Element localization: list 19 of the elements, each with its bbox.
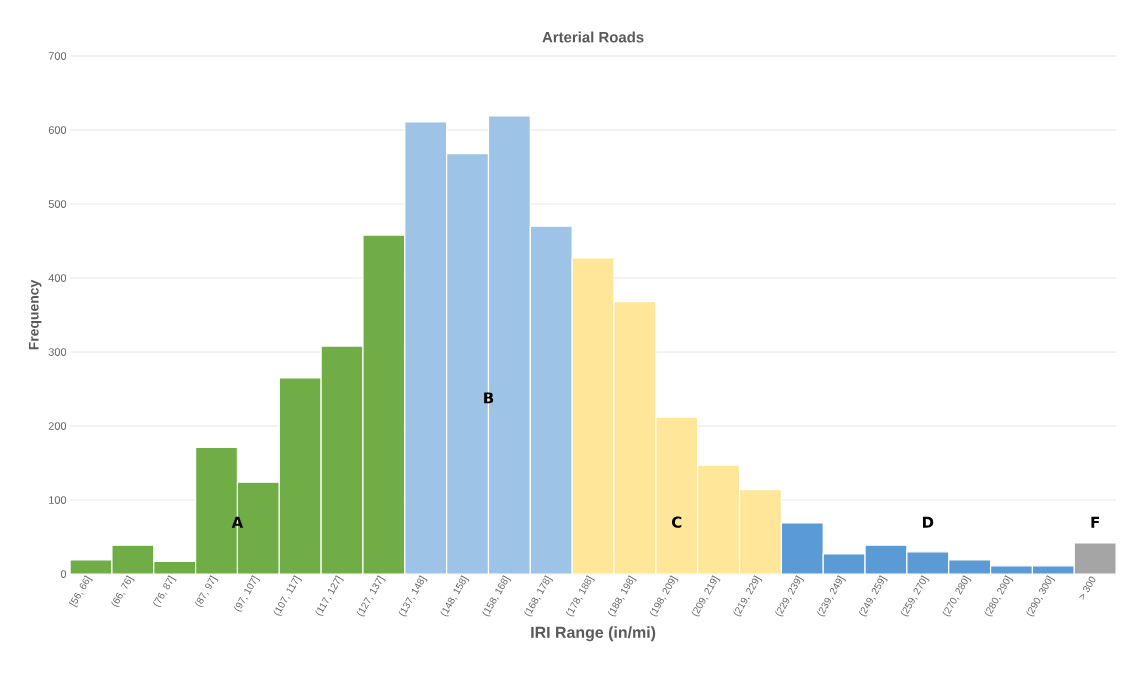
- y-tick-label: 0: [60, 570, 67, 578]
- y-tick-label: 600: [48, 126, 67, 134]
- x-tick-label: (76, 87]: [153, 575, 177, 607]
- y-axis-title: Frequency: [28, 279, 42, 350]
- x-tick-label: (66, 76]: [111, 575, 135, 607]
- y-tick-label: 200: [48, 422, 67, 430]
- y-tick-label: 700: [48, 52, 67, 60]
- x-axis-title: IRI Range (in/mi): [531, 626, 656, 642]
- chart-title: Arterial Roads: [542, 31, 644, 43]
- annotation: C: [672, 516, 682, 528]
- annotation: B: [484, 392, 494, 404]
- y-tick-label: 400: [48, 274, 67, 282]
- annotation: F: [1091, 516, 1100, 528]
- annotation: D: [922, 516, 934, 528]
- x-tick-label: [56, 66]: [68, 575, 93, 608]
- y-tick-label: 100: [49, 496, 67, 504]
- x-tick-label: (87, 97]: [195, 575, 219, 607]
- y-tick-label: 300: [48, 348, 67, 356]
- y-tick-label: 500: [48, 200, 67, 208]
